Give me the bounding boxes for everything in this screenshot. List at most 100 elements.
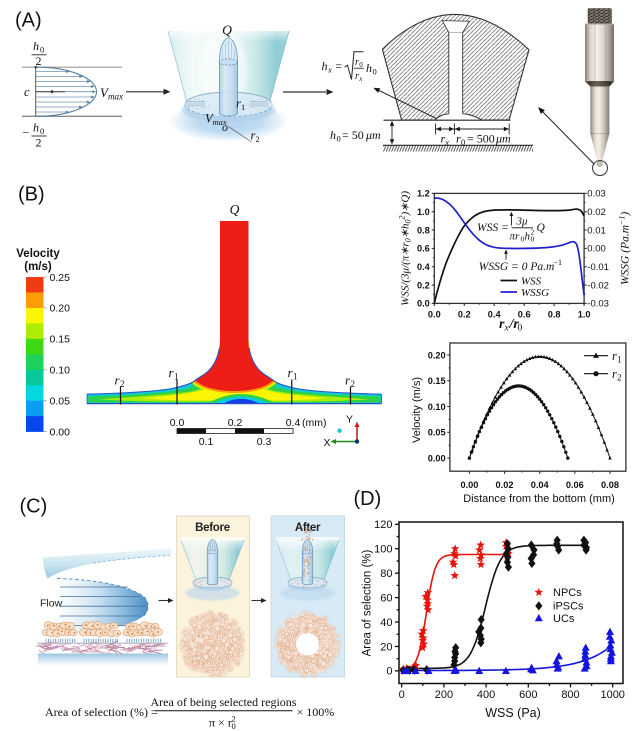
svg-text:600: 600	[519, 689, 537, 701]
svg-text:0.6: 0.6	[417, 244, 430, 254]
svg-text:(C): (C)	[20, 496, 48, 518]
svg-text:h: h	[330, 128, 336, 142]
svg-text:0.02: 0.02	[587, 207, 606, 218]
svg-text:0: 0	[373, 67, 377, 77]
svg-text:0.3: 0.3	[257, 436, 272, 448]
svg-text:h: h	[525, 231, 531, 243]
svg-text:0.00: 0.00	[50, 426, 71, 438]
svg-text:1: 1	[617, 355, 622, 365]
svg-text:0.1: 0.1	[199, 436, 214, 448]
svg-text:2: 2	[351, 379, 356, 389]
svg-text:Area of being selected regions: Area of being selected regions	[151, 695, 297, 709]
svg-text:0.05: 0.05	[50, 396, 71, 408]
svg-text:1.0: 1.0	[578, 310, 591, 320]
svg-text:0.4: 0.4	[488, 310, 502, 320]
svg-text:(B): (B)	[18, 184, 45, 206]
svg-text:0: 0	[518, 324, 523, 334]
svg-text:NPCs: NPCs	[553, 587, 582, 599]
svg-text:Flow: Flow	[40, 598, 63, 610]
svg-text:0: 0	[40, 126, 44, 136]
svg-text:1: 1	[241, 102, 245, 112]
svg-text:r: r	[251, 129, 256, 143]
svg-text:0: 0	[337, 134, 341, 144]
svg-text:Q: Q	[230, 202, 240, 217]
svg-text:2: 2	[36, 136, 42, 150]
svg-text:400: 400	[477, 689, 495, 701]
svg-text:2: 2	[36, 54, 42, 68]
svg-text:(A): (A)	[15, 10, 42, 32]
svg-text:V: V	[100, 85, 110, 100]
svg-text:(m/s): (m/s)	[24, 261, 52, 273]
svg-text:0.00: 0.00	[460, 480, 478, 490]
svg-text:r: r	[456, 132, 461, 146]
svg-text:3μ: 3μ	[516, 216, 529, 228]
svg-text:WSS (Pa): WSS (Pa)	[485, 706, 541, 720]
svg-text:1.0: 1.0	[417, 207, 430, 217]
svg-text:0.20: 0.20	[50, 303, 71, 315]
svg-text:r: r	[115, 373, 121, 388]
svg-text:max: max	[108, 92, 123, 102]
svg-text:60: 60	[380, 592, 392, 604]
svg-text:= 500: = 500	[467, 132, 495, 146]
svg-text:−: −	[23, 126, 30, 140]
svg-text:80: 80	[380, 568, 392, 580]
svg-text:20: 20	[380, 641, 392, 653]
svg-text:WSS: WSS	[521, 276, 542, 288]
svg-text:0.2: 0.2	[458, 310, 471, 320]
svg-text:0.06: 0.06	[566, 480, 584, 490]
svg-text:0.0: 0.0	[428, 310, 441, 320]
svg-text:× 100%: × 100%	[297, 705, 335, 719]
svg-text:-0.02: -0.02	[587, 280, 609, 291]
svg-text:200: 200	[435, 689, 453, 701]
svg-text:Q: Q	[537, 222, 546, 234]
svg-text:Velocity: Velocity	[16, 248, 60, 260]
svg-text:-0.01: -0.01	[587, 262, 609, 273]
svg-text:0.00: 0.00	[428, 453, 446, 463]
svg-text:r: r	[345, 373, 351, 388]
svg-text:r: r	[612, 349, 617, 363]
svg-text:r: r	[236, 97, 241, 111]
svg-text:/r: /r	[509, 317, 520, 332]
svg-text:r: r	[288, 365, 294, 380]
svg-text:UCs: UCs	[553, 613, 575, 625]
svg-text:0.08: 0.08	[601, 480, 619, 490]
svg-text:1: 1	[293, 372, 298, 382]
svg-text:2: 2	[232, 714, 236, 724]
svg-text:0: 0	[386, 666, 392, 678]
svg-text:0: 0	[521, 235, 525, 244]
svg-text:r: r	[355, 57, 359, 68]
svg-text:Area of selection (%): Area of selection (%)	[362, 549, 374, 656]
svg-text:0.0: 0.0	[417, 299, 430, 309]
svg-text:0.25: 0.25	[50, 272, 71, 284]
svg-text:0: 0	[399, 689, 405, 701]
svg-text:o: o	[222, 120, 228, 134]
svg-text:0.02: 0.02	[496, 480, 514, 490]
svg-text:h: h	[322, 59, 328, 73]
svg-text:Distance from the bottom (mm): Distance from the bottom (mm)	[463, 493, 615, 505]
svg-text:-0.03: -0.03	[587, 299, 609, 310]
svg-text:0: 0	[232, 721, 236, 731]
svg-text:0: 0	[461, 137, 465, 147]
svg-text:−1: −1	[554, 258, 563, 267]
svg-text:WSS/(3μ/(π∗r0∗h02)∗Q): WSS/(3μ/(π∗r0∗h02)∗Q)	[398, 191, 413, 306]
svg-text:0.6: 0.6	[518, 310, 531, 320]
svg-text:r: r	[441, 132, 446, 146]
svg-text:μm: μm	[495, 132, 511, 146]
svg-text:r: r	[355, 71, 359, 82]
svg-text:μm: μm	[365, 128, 381, 142]
svg-text:h: h	[33, 121, 39, 135]
svg-text:0.15: 0.15	[428, 376, 446, 386]
svg-text:x: x	[444, 137, 449, 147]
svg-text:0.0: 0.0	[170, 417, 185, 429]
svg-text:800: 800	[561, 689, 579, 701]
svg-text:r: r	[169, 365, 175, 380]
svg-text:0.10: 0.10	[428, 402, 446, 412]
svg-text:π × r: π × r	[209, 716, 232, 730]
svg-text:Y: Y	[346, 414, 353, 426]
svg-text:Q: Q	[222, 23, 232, 38]
svg-text:2: 2	[120, 379, 125, 389]
svg-text:V: V	[205, 112, 214, 126]
svg-text:Area of selection (%) =: Area of selection (%) =	[45, 705, 158, 719]
svg-text:After: After	[295, 522, 321, 534]
svg-text:0.03: 0.03	[587, 189, 606, 200]
